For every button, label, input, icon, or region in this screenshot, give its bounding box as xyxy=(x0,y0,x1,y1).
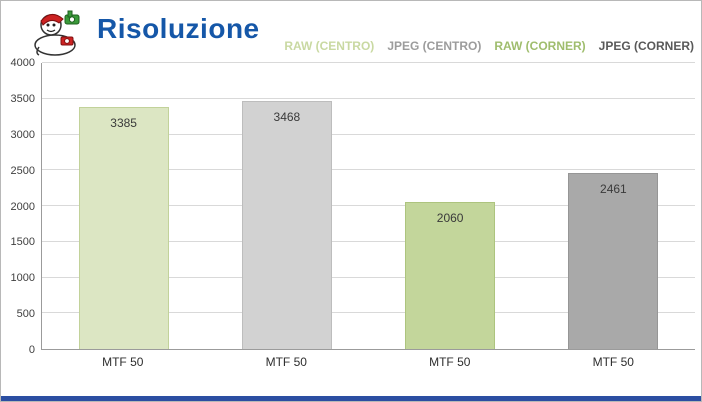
x-axis-label: MTF 50 xyxy=(592,355,634,369)
y-axis-label: 3000 xyxy=(10,128,35,141)
footer-accent-bar xyxy=(1,396,701,401)
bar-jpeg-centro: 3468 xyxy=(241,101,332,349)
legend-item-raw-corner: RAW (CORNER) xyxy=(494,39,586,53)
plot-area: 3385 3468 2060 2461 xyxy=(41,62,695,350)
bar-value-label: 3468 xyxy=(273,110,301,125)
chart-title: Risoluzione xyxy=(97,13,260,44)
y-axis-label: 3500 xyxy=(10,92,35,105)
bar-raw-centro: 3385 xyxy=(78,106,169,349)
y-axis-label: 2000 xyxy=(10,200,35,213)
gridline xyxy=(42,169,695,171)
x-axis: MTF 50 MTF 50 MTF 50 MTF 50 xyxy=(41,355,695,377)
mascot-logo-icon xyxy=(34,10,80,56)
y-axis-label: 4000 xyxy=(10,57,35,69)
x-axis-label: MTF 50 xyxy=(429,355,471,369)
gridline xyxy=(42,240,695,242)
gridline xyxy=(42,133,695,135)
y-axis-label: 500 xyxy=(16,308,35,321)
bar-value-label: 2060 xyxy=(436,210,464,225)
chart-legend: RAW (CENTRO) JPEG (CENTRO) RAW (CORNER) JPE… xyxy=(284,39,694,53)
x-axis-label: MTF 50 xyxy=(102,355,144,369)
bar-jpeg-corner: 2461 xyxy=(568,173,659,349)
chart-header: Risoluzione RAW (CENTRO) JPEG (CENTRO) RAW… xyxy=(1,1,701,59)
gridline xyxy=(42,312,695,314)
y-axis-label: 1000 xyxy=(10,272,35,285)
legend-item-jpeg-corner: JPEG (CORNER) xyxy=(598,39,694,53)
legend-item-jpeg-centro: JPEG (CENTRO) xyxy=(387,39,482,53)
y-axis: 0 500 1000 1500 2000 2500 3000 3500 4000 xyxy=(1,57,38,356)
y-axis-label: 1500 xyxy=(10,236,35,249)
gridline xyxy=(42,97,695,99)
y-axis-label: 2500 xyxy=(10,164,35,177)
legend-item-raw-centro: RAW (CENTRO) xyxy=(284,39,375,53)
gridline xyxy=(42,62,695,63)
x-axis-label: MTF 50 xyxy=(265,355,307,369)
bar-value-label: 2461 xyxy=(600,182,627,197)
bar-value-label: 3385 xyxy=(110,115,137,130)
gridline xyxy=(42,205,695,206)
gridline xyxy=(42,276,695,278)
bar-raw-corner: 2060 xyxy=(405,201,496,349)
y-axis-label: 0 xyxy=(28,344,35,356)
